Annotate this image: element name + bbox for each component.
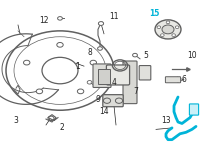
Text: 8: 8 — [88, 48, 92, 57]
Text: 14: 14 — [99, 107, 109, 116]
Text: 5: 5 — [144, 51, 148, 60]
FancyBboxPatch shape — [106, 65, 130, 85]
Text: 4: 4 — [112, 78, 116, 87]
Circle shape — [133, 53, 137, 57]
Text: 13: 13 — [161, 116, 171, 125]
Circle shape — [175, 26, 179, 29]
Circle shape — [98, 22, 104, 25]
Circle shape — [155, 20, 181, 39]
Circle shape — [36, 89, 43, 94]
Circle shape — [98, 47, 102, 50]
FancyBboxPatch shape — [93, 64, 111, 87]
Text: 7: 7 — [134, 87, 138, 96]
Text: 15: 15 — [149, 9, 159, 18]
Text: 9: 9 — [96, 95, 100, 105]
Circle shape — [90, 60, 96, 65]
Circle shape — [57, 42, 63, 47]
Text: 6: 6 — [182, 75, 186, 84]
Circle shape — [77, 89, 84, 94]
Text: 2: 2 — [60, 123, 64, 132]
Circle shape — [24, 60, 30, 65]
Text: 11: 11 — [109, 12, 119, 21]
Bar — [98, 69, 110, 84]
FancyBboxPatch shape — [123, 61, 137, 104]
Text: 12: 12 — [39, 16, 49, 25]
Circle shape — [161, 34, 164, 36]
Circle shape — [162, 25, 174, 34]
Text: 3: 3 — [14, 116, 18, 125]
Circle shape — [166, 21, 170, 24]
Circle shape — [58, 17, 62, 20]
FancyBboxPatch shape — [139, 66, 151, 80]
FancyBboxPatch shape — [103, 95, 123, 107]
Circle shape — [172, 34, 175, 36]
Text: 10: 10 — [187, 51, 197, 60]
FancyBboxPatch shape — [189, 104, 199, 115]
Circle shape — [157, 26, 161, 29]
FancyBboxPatch shape — [165, 77, 181, 83]
Text: 1: 1 — [76, 62, 80, 71]
